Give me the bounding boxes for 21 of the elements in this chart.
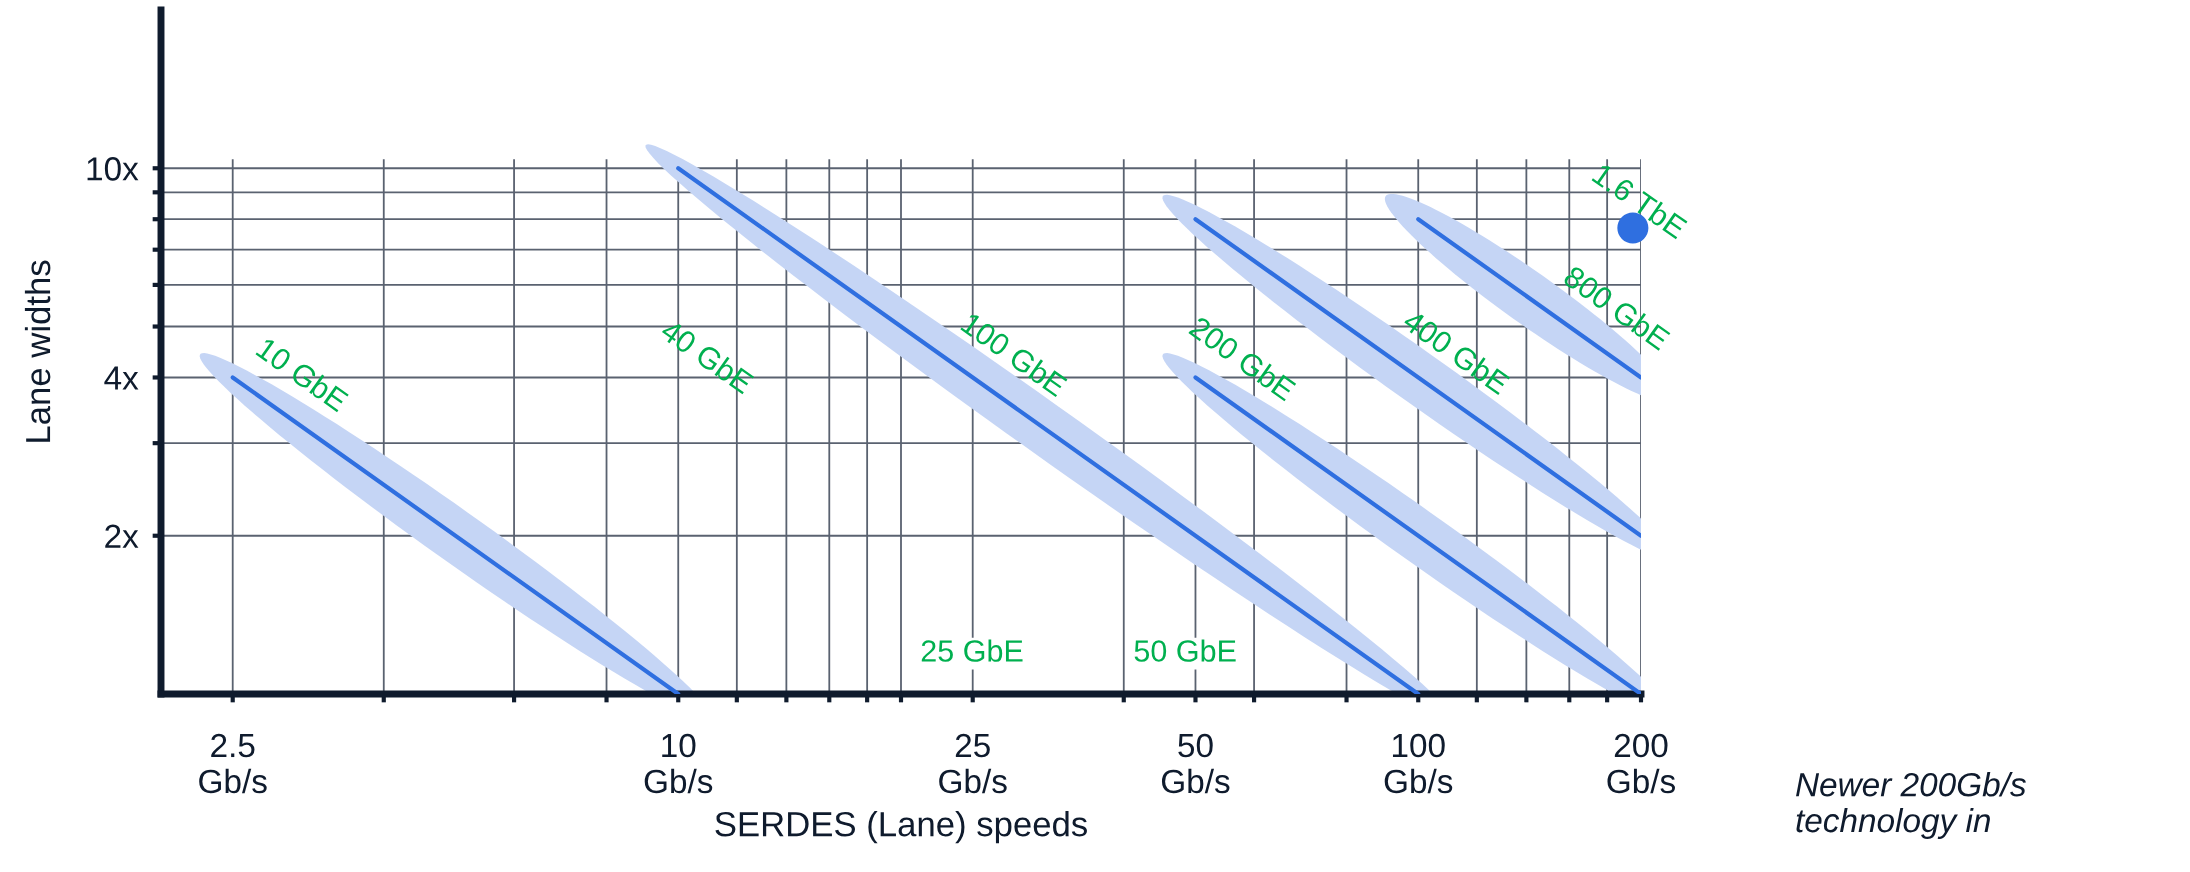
text: Newer 200Gb/s technology in <box>1796 772 2026 839</box>
x-tick-label: 200 Gb/s <box>1607 733 1675 794</box>
text: 10 GbE <box>255 336 350 413</box>
x-tick-label: 2.5 Gb/s <box>199 733 267 794</box>
y-axis-title: Lane widths <box>24 260 51 442</box>
text: 100 GbE <box>960 311 1069 398</box>
text: 200 GbE <box>1188 315 1298 402</box>
text: 400 GbE <box>1401 308 1512 396</box>
annotation: 25 GbE <box>921 639 1023 662</box>
x-axis-title: SERDES (Lane) speeds <box>715 810 1087 844</box>
x-tick-label: 10 Gb/s <box>644 733 713 794</box>
annotation: 40 GbE <box>659 317 756 395</box>
annotation: 50 GbE <box>1134 639 1236 662</box>
y-tick-label: 10x <box>87 157 139 181</box>
x-tick-label: 25 Gb/s <box>939 733 1007 794</box>
text: 1.6 TbE <box>1591 162 1689 240</box>
text: 800 GbE <box>1562 264 1672 351</box>
y-tick-label: 2x <box>105 524 139 548</box>
y-tick-label: 4x <box>104 366 139 390</box>
x-tick-label: 50 Gb/s <box>1161 733 1230 794</box>
x-tick-label: 100 Gb/s <box>1384 733 1453 794</box>
